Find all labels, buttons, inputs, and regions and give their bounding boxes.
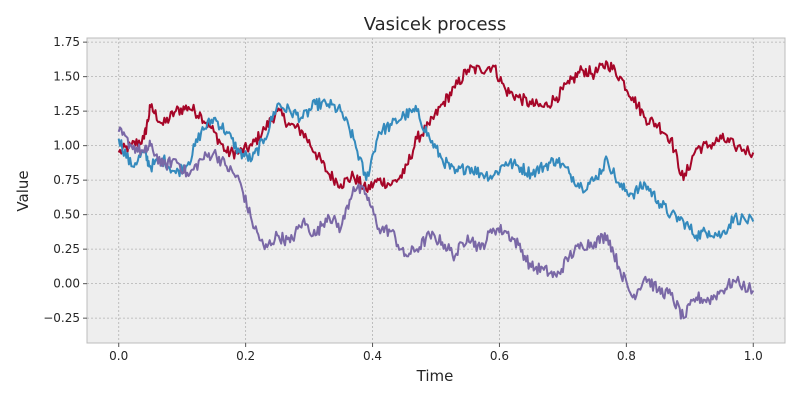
y-tick-label: 0.50: [53, 208, 80, 222]
x-tick-label: 0.0: [109, 349, 128, 363]
y-tick-label: −0.25: [43, 311, 80, 325]
y-tick-label: 1.50: [53, 70, 80, 84]
y-tick-label: 1.00: [53, 139, 80, 153]
plot-area: [87, 38, 785, 343]
y-tick-label: 1.25: [53, 104, 80, 118]
x-tick-label: 0.8: [617, 349, 636, 363]
y-tick-label: 0.25: [53, 242, 80, 256]
series-layer: [117, 60, 755, 320]
x-tick-label: 0.4: [363, 349, 382, 363]
x-axis-ticks: 0.0 0.2 0.4 0.6 0.8 1.0: [109, 343, 763, 363]
series-line-3: [117, 126, 755, 320]
y-tick-label: 1.75: [53, 35, 80, 49]
plot-frame: [86, 37, 786, 344]
chart-title: Vasicek process: [364, 14, 507, 35]
y-tick-label: 0.00: [53, 277, 80, 291]
x-tick-label: 1.0: [744, 349, 763, 363]
series-line-2: [117, 97, 755, 242]
x-axis-label: Time: [416, 367, 454, 385]
x-tick-label: 0.6: [490, 349, 509, 363]
series-line-1: [117, 60, 755, 193]
x-tick-label: 0.2: [236, 349, 255, 363]
y-tick-label: 0.75: [53, 173, 80, 187]
y-axis-ticks: −0.25 0.00 0.25 0.50 0.75 1.00 1.25 1.50 1.75: [43, 35, 87, 325]
y-axis-label: Value: [14, 170, 32, 211]
